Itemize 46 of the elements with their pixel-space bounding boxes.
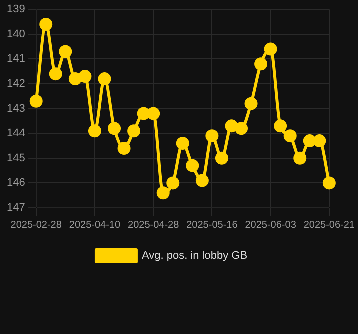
- y-tick-label: 139: [6, 4, 26, 16]
- legend-label: Avg. pos. in lobby GB: [142, 250, 248, 262]
- x-tick-label: 2025-06-21: [304, 220, 356, 231]
- point: [244, 97, 258, 110]
- x-tick-label: 2025-04-28: [128, 220, 180, 231]
- point: [59, 45, 72, 58]
- point: [186, 159, 200, 172]
- point: [313, 134, 326, 148]
- x-tick-label: 2025-02-28: [10, 220, 62, 231]
- point: [254, 58, 268, 71]
- point: [118, 142, 131, 155]
- point: [303, 134, 316, 148]
- point: [166, 176, 180, 190]
- y-tick-label: 147: [6, 202, 26, 214]
- point: [40, 18, 53, 31]
- point: [137, 107, 150, 120]
- y-tick-label: 146: [6, 177, 26, 190]
- x-tick-label: 2025-06-03: [245, 220, 297, 231]
- point: [128, 124, 141, 138]
- point: [196, 174, 209, 188]
- point: [274, 120, 288, 133]
- point: [88, 124, 102, 138]
- point: [235, 122, 248, 136]
- y-tick-label: 142: [6, 78, 26, 90]
- point: [225, 120, 238, 133]
- x-tick-label: 2025-04-10: [69, 220, 121, 231]
- y-tick-label: 141: [6, 53, 26, 66]
- point: [78, 70, 92, 84]
- point: [264, 42, 278, 56]
- point: [147, 107, 160, 120]
- point: [108, 122, 122, 136]
- point: [176, 137, 190, 150]
- point: [156, 186, 170, 200]
- point: [294, 152, 307, 165]
- point: [215, 152, 228, 165]
- y-tick-label: 143: [6, 102, 26, 115]
- point: [98, 72, 112, 86]
- point: [68, 72, 82, 86]
- y-tick-label: 140: [6, 28, 26, 40]
- x-tick-label: 2025-05-16: [186, 220, 238, 231]
- point: [49, 68, 62, 81]
- point: [322, 176, 336, 190]
- point: [284, 130, 297, 143]
- point: [206, 130, 219, 143]
- y-tick-label: 145: [6, 152, 26, 164]
- y-tick-label: 144: [6, 128, 26, 140]
